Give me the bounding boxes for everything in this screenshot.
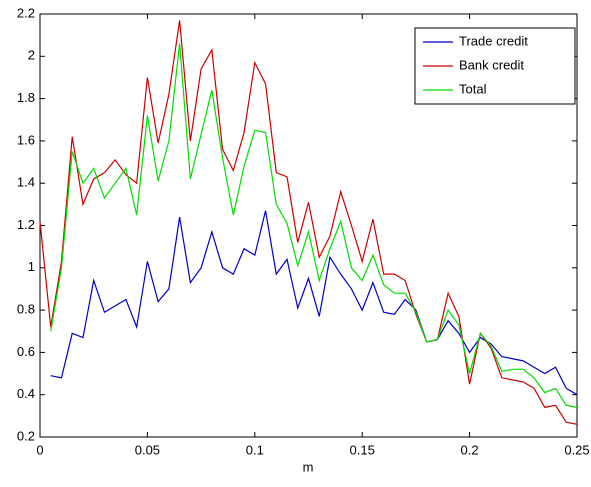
x-tick-label: 0.15 xyxy=(350,442,375,457)
x-axis-label: m xyxy=(303,459,314,474)
y-tick-label: 2.2 xyxy=(17,5,35,20)
y-tick-label: 1 xyxy=(28,259,35,274)
x-tick-label: 0.05 xyxy=(135,442,160,457)
y-tick-label: 2 xyxy=(28,48,35,63)
series-line xyxy=(50,43,578,408)
x-tick-label: 0 xyxy=(36,442,43,457)
legend-label: Bank credit xyxy=(459,57,524,72)
y-tick-label: 1.8 xyxy=(17,90,35,105)
y-tick-label: 1.4 xyxy=(17,175,35,190)
y-tick-label: 0.8 xyxy=(17,302,35,317)
series-line xyxy=(50,210,578,396)
y-tick-label: 0.6 xyxy=(17,344,35,359)
x-tick-label: 0.2 xyxy=(461,442,479,457)
y-tick-label: 0.4 xyxy=(17,386,35,401)
legend-label: Trade credit xyxy=(459,33,528,48)
x-tick-label: 0.1 xyxy=(246,442,264,457)
y-tick-label: 1.2 xyxy=(17,217,35,232)
y-tick-label: 1.6 xyxy=(17,132,35,147)
x-tick-label: 0.25 xyxy=(564,442,589,457)
y-tick-label: 0.2 xyxy=(17,428,35,443)
series-line xyxy=(39,20,578,425)
legend-label: Total xyxy=(459,81,487,96)
